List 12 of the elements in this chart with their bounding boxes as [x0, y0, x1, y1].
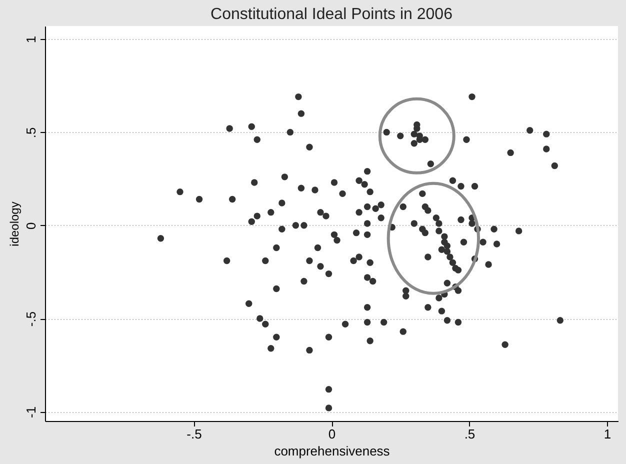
chart-title: Constitutional Ideal Points in 2006: [210, 6, 453, 23]
x-tick-label: 0: [328, 426, 336, 442]
x-tick-label: -.5: [186, 426, 202, 442]
y-tick-label: .5: [24, 127, 38, 138]
y-tick-label: -1: [24, 406, 38, 418]
x-tick-label: .5: [464, 426, 476, 442]
y-tick-label: 1: [24, 36, 38, 44]
x-tick-label: 1: [604, 426, 612, 442]
y-tick-label: 0: [24, 222, 38, 230]
x-axis-title: comprehensiveness: [274, 444, 390, 458]
y-tick-label: -.5: [24, 311, 38, 327]
y-axis-title: ideology: [8, 202, 22, 246]
